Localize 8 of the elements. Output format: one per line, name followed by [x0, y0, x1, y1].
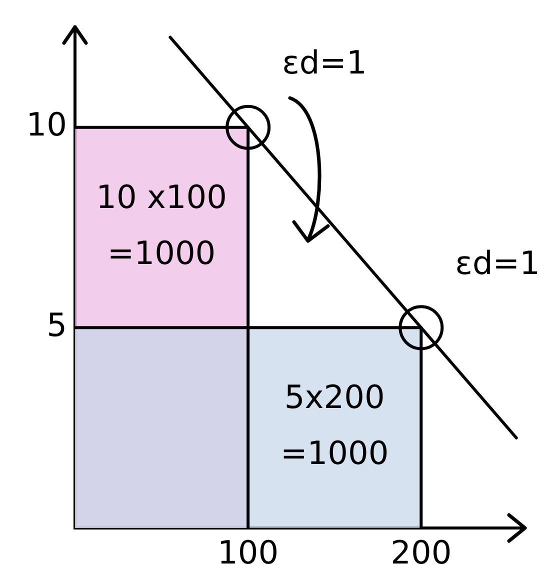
x-tick-label: 100	[218, 534, 279, 572]
y-tick-label: 5	[46, 306, 67, 344]
annotation: εd=1	[282, 44, 367, 82]
y-tick-label: 10	[26, 106, 67, 144]
annotation: εd=1	[455, 244, 540, 282]
annotation: 5x200 =1000	[280, 378, 389, 472]
x-tick-label: 200	[390, 534, 452, 572]
annotation: 10 x100 =1000	[96, 178, 227, 272]
